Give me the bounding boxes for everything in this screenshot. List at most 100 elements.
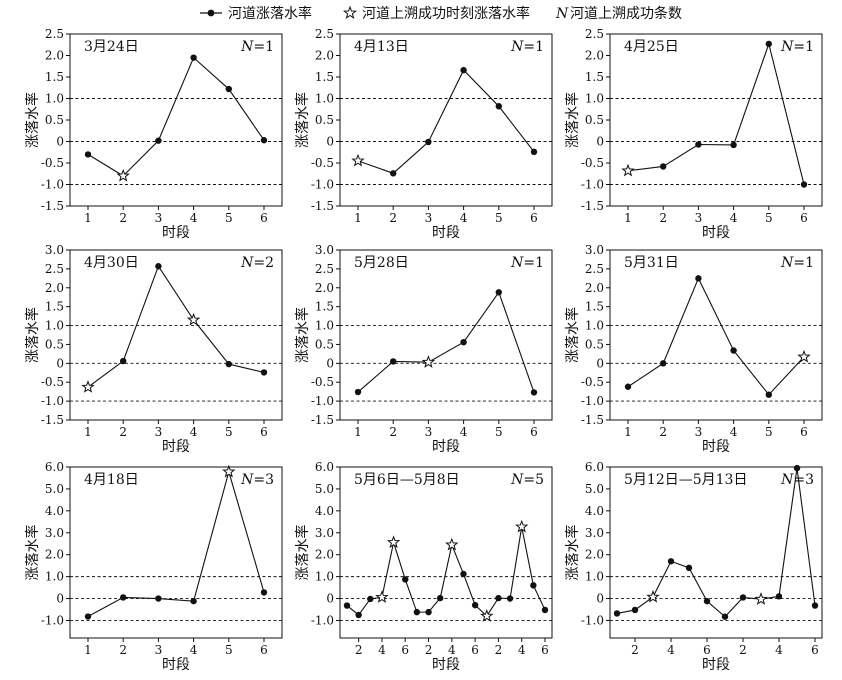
chart-panel-8: -1.0 0 1.0 2.0 3.0 4.0 5.0 6.0 2 4 6 2 4 6 2 4 6 时段 涨落水率 5月… <box>294 460 553 673</box>
star-point <box>421 355 436 368</box>
x-tick-label: 4 <box>448 643 456 657</box>
series-line <box>87 265 265 388</box>
x-tick-label: 5 <box>765 211 773 225</box>
data-point <box>695 141 702 148</box>
x-tick-label: 4 <box>730 211 738 225</box>
data-point <box>685 564 693 572</box>
data-point <box>155 137 162 144</box>
star-point <box>445 537 459 551</box>
plot-frame <box>339 466 553 639</box>
chart-panels: -1.5-1.0-0.500.51.01.52.02.51 2 3 4 5 6时段涨落水率… <box>24 27 823 673</box>
y-tick-label: -1.0 <box>311 613 334 627</box>
y-tick-label: -0.5 <box>311 375 334 389</box>
data-point <box>765 391 772 398</box>
y-tick-label: 1.0 <box>45 319 64 333</box>
y-tick-label: -1.0 <box>581 394 604 408</box>
x-tick-label: 2 <box>495 643 503 657</box>
data-point <box>495 289 502 296</box>
y-axis-label: 涨落水率 <box>24 92 41 148</box>
data-point <box>730 347 737 354</box>
data-point <box>402 576 409 583</box>
x-tick-label: 2 <box>389 211 397 225</box>
x-tick-label: 4 <box>730 425 738 439</box>
y-axis-label: 涨落水率 <box>294 525 311 581</box>
data-point <box>425 138 432 146</box>
legend-n-symbol: N <box>555 6 569 22</box>
y-axis-label: 涨落水率 <box>564 525 581 581</box>
y-tick-label: 2.5 <box>585 262 604 276</box>
data-point <box>425 608 432 616</box>
y-tick-label: 2.0 <box>585 49 604 63</box>
data-point <box>541 606 549 614</box>
series-line <box>346 526 546 617</box>
y-axis-label: 涨落水率 <box>294 92 311 148</box>
x-tick-label: 3 <box>425 211 433 225</box>
y-tick-label: -0.5 <box>311 156 334 170</box>
data-point <box>155 263 162 270</box>
x-axis-label: 时段 <box>162 225 190 241</box>
plot-frame <box>609 33 823 207</box>
n-count-label: N=3 <box>240 472 274 488</box>
x-tick-label: 1 <box>84 211 92 225</box>
y-tick-label: 0.5 <box>45 113 64 127</box>
y-tick-label: 5.0 <box>585 482 604 496</box>
y-tick-label: 3.0 <box>315 526 334 540</box>
data-point <box>225 360 232 368</box>
y-tick-label: 2.5 <box>315 262 334 276</box>
x-tick-label: 2 <box>659 211 667 225</box>
y-tick-label: -1.0 <box>41 394 64 408</box>
y-tick-label: 3.0 <box>585 243 604 257</box>
data-point <box>811 602 819 609</box>
data-point <box>460 338 467 346</box>
y-tick-label: 1.0 <box>45 570 64 584</box>
chart-panel-5: -1.5 -1.0 -0.5 0 0.5 1.0 1.5 2.0 2.5 3.0 1 2 3 4 5 6 时段 涨… <box>294 243 553 455</box>
chart-panel-3: -1.5 -1.0 -0.5 0 0.5 1.0 1.5 2.0 2.5 1 2 3 4 5 6 时段 涨落水率… <box>564 27 823 241</box>
star-point <box>375 590 389 603</box>
x-axis-label: 时段 <box>702 225 730 241</box>
data-point <box>225 85 232 93</box>
x-tick-label: 3 <box>695 211 703 225</box>
star-point <box>646 589 660 603</box>
x-tick-label: 2 <box>389 425 397 439</box>
y-axis-label: 涨落水率 <box>294 307 311 363</box>
x-tick-label: 4 <box>460 425 468 439</box>
y-tick-label: 1.5 <box>45 70 64 84</box>
plot-frame <box>69 249 283 421</box>
y-tick-label: -0.5 <box>41 156 64 170</box>
star-point <box>186 312 201 326</box>
data-point <box>367 595 374 603</box>
chart-panel-7: -1.0 0 1.0 2.0 3.0 4.0 5.0 6.0 1 2 3 4 5 6 时段 涨落水率 4月18日… <box>24 460 283 673</box>
data-point <box>631 606 639 614</box>
x-tick-label: 1 <box>624 425 632 439</box>
panel-title: 5月28日 <box>354 255 409 271</box>
y-tick-label: -1.5 <box>41 199 64 213</box>
data-point <box>120 357 127 365</box>
data-point <box>613 610 621 617</box>
y-tick-label: 3.0 <box>45 243 64 257</box>
n-count-label: N=1 <box>240 39 274 55</box>
y-axis-label: 涨落水率 <box>24 307 41 363</box>
chart-panel-2: -1.5 -1.0 -0.5 0 0.5 1.0 1.5 2.0 2.5 1 2 3 4 5 6 时段 涨落水率… <box>294 27 553 241</box>
data-point <box>120 594 127 601</box>
y-tick-label: -0.5 <box>41 375 64 389</box>
y-tick-label: 2.0 <box>45 548 64 562</box>
y-tick-label: 1.5 <box>45 300 64 314</box>
data-point <box>354 388 362 396</box>
data-point <box>343 602 351 609</box>
y-tick-label: 0 <box>596 135 604 149</box>
data-point <box>775 593 783 600</box>
data-point <box>260 137 268 144</box>
y-tick-label: 0 <box>56 356 64 370</box>
x-tick-label: 5 <box>765 425 773 439</box>
y-tick-label: 1.0 <box>585 570 604 584</box>
y-tick-label: 5.0 <box>45 482 64 496</box>
data-point <box>390 170 397 177</box>
data-point <box>721 613 729 620</box>
y-tick-label: 3.0 <box>315 243 334 257</box>
legend-star-label: 河道上溯成功时刻涨落水率 <box>362 5 530 22</box>
x-tick-label: 3 <box>155 425 163 439</box>
y-tick-label: -0.5 <box>581 156 604 170</box>
chart-panel-4: -1.5 -1.0 -0.5 0 0.5 1.0 1.5 2.0 2.5 3.0 1 2 3 4 5 6 时段 涨… <box>24 243 283 455</box>
data-point <box>84 613 92 620</box>
data-point <box>730 141 737 149</box>
